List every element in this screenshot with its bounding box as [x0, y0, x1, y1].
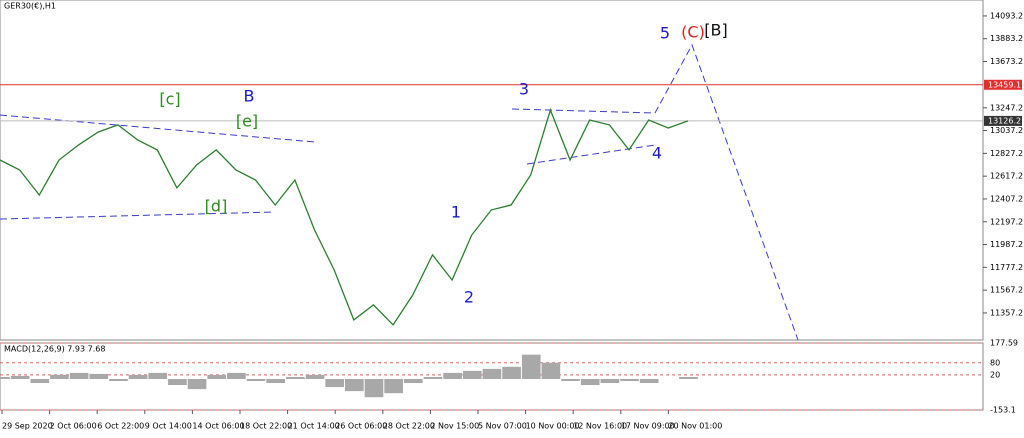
macd-bar [580, 378, 600, 386]
macd-bar [345, 378, 364, 392]
y-tick-label: 11777.2 [990, 263, 1023, 272]
y-tick-label: 12197.2 [990, 217, 1023, 226]
wave-label: (C) [681, 23, 705, 42]
macd-tick-label: 20 [990, 370, 1000, 379]
macd-bar [561, 378, 580, 382]
y-tick-label: 12827.2 [990, 149, 1023, 158]
wave-label: 5 [660, 24, 670, 43]
macd-tick-label: 177.59 [990, 339, 1018, 348]
macd-tick-label: -153.1 [990, 406, 1016, 415]
wave-label: [e] [236, 112, 258, 131]
macd-bar [246, 378, 266, 382]
macd-bar [521, 354, 541, 379]
current-price-box [984, 115, 1022, 126]
x-tick-label: 2 Nov 15:00 [430, 422, 479, 431]
macd-bar [128, 374, 148, 379]
macd-bar [207, 374, 227, 379]
x-tick-label: 28 Oct 22:00 [383, 422, 435, 431]
macd-bar [30, 378, 50, 384]
macd-bar [325, 378, 344, 388]
y-tick-label: 12617.2 [990, 172, 1023, 181]
wave-lines [0, 43, 799, 341]
macd-bar [168, 378, 187, 386]
price-line [0, 108, 689, 326]
y-tick-label: 14093.2 [990, 11, 1023, 20]
macd-bar [364, 378, 384, 398]
macd-bar [482, 368, 502, 379]
macd-bar [286, 376, 305, 379]
x-tick-label: 20 Nov 01:00 [668, 422, 722, 431]
y-tick-label: 11567.2 [990, 286, 1023, 295]
x-tick-label: 9 Oct 14:00 [145, 422, 192, 431]
wave-label: 4 [652, 144, 662, 163]
macd-bar [541, 362, 561, 379]
y-tick-label: 13037.2 [990, 126, 1023, 135]
macd-bar [600, 378, 620, 384]
wave-label: 1 [451, 203, 461, 222]
y-tick-label: 13673.2 [990, 57, 1023, 66]
macd-bar [148, 372, 168, 379]
macd-bar [502, 366, 521, 379]
x-tick-label: 12 Nov 16:00 [573, 422, 627, 431]
x-tick-label: 5 Nov 07:00 [478, 422, 527, 431]
x-tick-label: 6 Oct 22:00 [97, 422, 144, 431]
x-tick-label: 18 Oct 22:00 [240, 422, 292, 431]
x-tick-label: 26 Oct 06:00 [335, 422, 387, 431]
macd-bar [639, 378, 659, 384]
macd-bar [187, 378, 207, 390]
x-tick-label: 2 Oct 06:00 [50, 422, 97, 431]
chart-title: GER30(€),H1 [4, 2, 56, 11]
macd-bar [266, 378, 286, 384]
macd-bar [227, 372, 246, 379]
macd-bar [50, 374, 69, 379]
y-tick-label: 12407.2 [990, 194, 1023, 203]
y-tick-label: 13883.2 [990, 34, 1023, 43]
macd-tick-label: 80 [990, 358, 1000, 367]
x-tick-label: 17 Nov 09:00 [621, 422, 675, 431]
wave-label: 3 [519, 80, 529, 99]
x-tick-label: 10 Nov 00:00 [526, 422, 580, 431]
macd-bar [403, 378, 423, 384]
macd-bar [89, 373, 109, 379]
macd-bar [0, 376, 10, 379]
macd-bar [423, 376, 443, 379]
wave-label: 2 [464, 288, 474, 307]
wave-label: [d] [205, 197, 228, 216]
x-tick-label: 14 Oct 06:00 [192, 422, 244, 431]
wave-label: [B] [704, 21, 727, 40]
macd-bar [384, 378, 403, 394]
x-tick-label: 21 Oct 14:00 [288, 422, 340, 431]
macd-bar [462, 370, 482, 379]
wave-label: B [244, 87, 255, 106]
x-tick-label: 29 Sep 2020 [2, 422, 53, 431]
price-panel [0, 0, 984, 341]
macd-bar [109, 378, 128, 382]
macd-bar [69, 372, 89, 379]
macd-bar [679, 376, 698, 379]
macd-title: MACD(12,26,9) 7.93 7.68 [4, 345, 105, 354]
current-price-label: 13126.2 [988, 116, 1021, 125]
wave-label: [c] [159, 90, 180, 109]
y-tick-label: 11987.2 [990, 240, 1023, 249]
macd-bar [305, 374, 325, 379]
macd-bar [620, 378, 639, 382]
level-label: 13459.1 [988, 80, 1021, 89]
y-tick-label: 11357.2 [990, 308, 1023, 317]
macd-bar [443, 372, 462, 379]
y-tick-label: 13247.2 [990, 103, 1023, 112]
macd-bar [10, 375, 30, 379]
level-box [984, 79, 1022, 90]
